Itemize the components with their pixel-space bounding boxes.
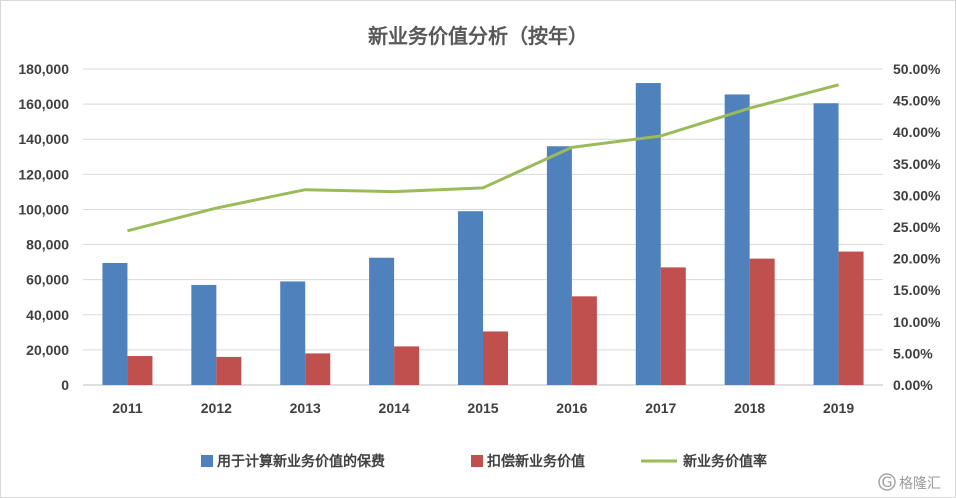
bar-series [102, 83, 864, 386]
x-tick-label: 2012 [201, 400, 232, 416]
bar-premium [724, 94, 750, 385]
right-tick-label: 10.00% [893, 314, 941, 330]
x-tick-label: 2016 [556, 400, 587, 416]
bar-premium [102, 262, 128, 385]
right-tick-label: 0.00% [893, 377, 933, 393]
x-tick-label: 2011 [112, 400, 143, 416]
left-tick-label: 60,000 [26, 272, 69, 288]
bar-premium [635, 83, 661, 386]
legend-swatch-premium [201, 455, 213, 467]
bar-premium [280, 281, 306, 385]
watermark-logo-letter: G [882, 475, 893, 491]
left-tick-label: 20,000 [26, 342, 69, 358]
left-tick-label: 180,000 [18, 61, 69, 77]
right-tick-label: 50.00% [893, 61, 941, 77]
bar-nbv [838, 251, 864, 385]
bar-premium [458, 211, 483, 385]
bar-nbv [749, 258, 775, 385]
line-margin [127, 83, 839, 233]
left-tick-label: 100,000 [18, 201, 69, 217]
x-tick-label: 2014 [379, 400, 410, 416]
legend: 用于计算新业务价值的保费 扣偿新业务价值 新业务价值率 [201, 453, 767, 470]
x-axis-ticks: 2011 2012 2013 2014 2015 2016 2017 2018 2019 [112, 400, 854, 416]
watermark: G 格隆汇 [878, 473, 941, 492]
bar-nbv [127, 356, 153, 385]
bar-premium [813, 103, 839, 385]
x-tick-label: 2019 [823, 400, 854, 416]
left-tick-label: 0 [61, 377, 69, 393]
bar-nbv [660, 267, 686, 385]
x-tick-label: 2017 [645, 400, 676, 416]
chart-title: 新业务价值分析（按年） [368, 24, 588, 48]
bar-nbv [216, 356, 242, 385]
bar-premium [546, 146, 572, 385]
bar-nbv [394, 346, 420, 385]
right-tick-label: 25.00% [893, 219, 941, 235]
left-tick-label: 80,000 [26, 237, 69, 253]
right-tick-label: 15.00% [893, 282, 941, 298]
bar-premium [191, 284, 217, 385]
right-tick-label: 20.00% [893, 251, 941, 267]
x-tick-label: 2013 [290, 400, 321, 416]
right-tick-label: 40.00% [893, 124, 941, 140]
watermark-text: 格隆汇 [899, 476, 941, 492]
bar-premium [369, 257, 395, 385]
x-tick-label: 2018 [734, 400, 765, 416]
right-tick-label: 30.00% [893, 187, 941, 203]
line-series [127, 83, 839, 233]
bar-nbv [483, 331, 508, 385]
left-tick-label: 160,000 [18, 96, 69, 112]
left-tick-label: 140,000 [18, 131, 69, 147]
right-tick-label: 35.00% [893, 156, 941, 172]
bar-nbv [571, 296, 597, 385]
left-axis-ticks: 0 20,000 40,000 60,000 80,000 100,000 120,000 1… [18, 61, 69, 393]
legend-label-premium: 用于计算新业务价值的保费 [217, 453, 385, 470]
right-tick-label: 45.00% [893, 93, 941, 109]
bar-nbv [305, 353, 331, 385]
x-tick-label: 2015 [467, 400, 498, 416]
watermark-logo-icon [878, 473, 896, 491]
legend-label-nbv: 扣偿新业务价值 [487, 453, 585, 470]
right-axis-ticks: 0.00% 5.00% 10.00% 15.00% 20.00% 25.00% 30.00%… [893, 61, 941, 393]
right-tick-label: 5.00% [893, 345, 933, 361]
left-tick-label: 120,000 [18, 166, 69, 182]
left-tick-label: 40,000 [26, 307, 69, 323]
legend-swatch-nbv [471, 455, 483, 467]
legend-label-margin: 新业务价值率 [683, 453, 767, 470]
